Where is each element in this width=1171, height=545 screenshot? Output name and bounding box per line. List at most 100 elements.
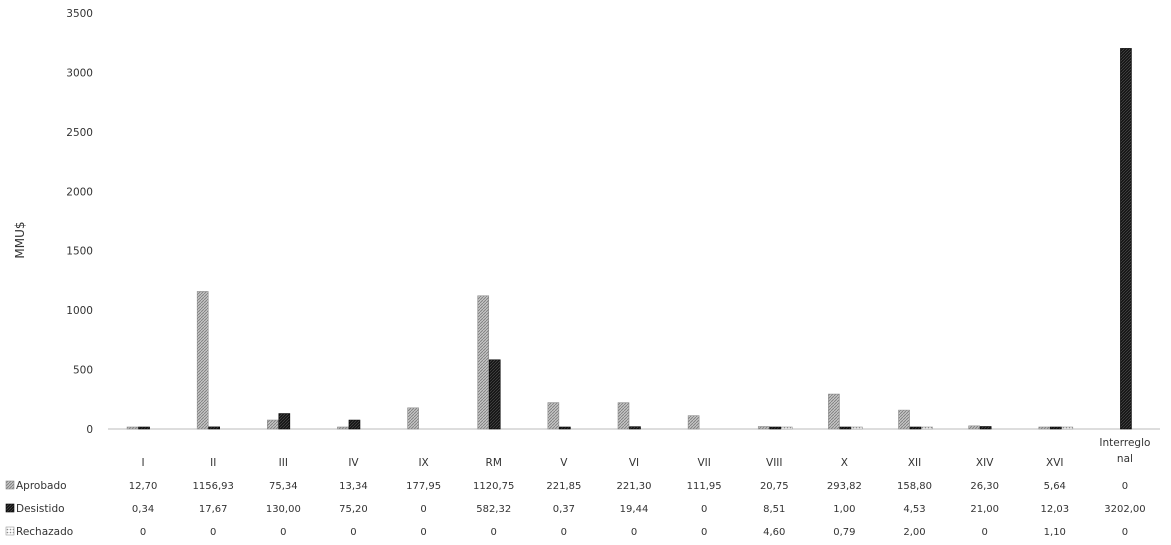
bar-desistido-rm [488,359,501,430]
bar-desistido-ii [208,426,220,430]
x-tick-label: Interreglo [1099,437,1150,449]
bar-aprobado-xii [898,409,910,430]
x-tick-label: XII [908,457,921,469]
y-tick-label: 500 [73,365,93,377]
bar-desistido-viii [769,426,782,430]
data-label: 0 [561,527,567,538]
data-label: 0 [210,527,216,538]
data-label: 0 [981,527,987,538]
data-label: 12,03 [1040,504,1069,515]
data-label: 0 [280,527,286,538]
data-label: 4,53 [903,504,925,515]
x-tick-label: X [841,457,848,469]
data-label: 293,82 [827,481,862,492]
data-label: 1156,93 [193,481,234,492]
y-tick-label: 0 [86,424,93,436]
bar-aprobado-vi [617,402,630,430]
data-label: 130,00 [266,504,301,515]
data-label: 158,80 [897,481,932,492]
bar-desistido-xii [909,426,922,430]
y-tick-label: 3000 [66,67,93,79]
x-tick-label: VII [697,457,710,469]
bar-aprobado-ix [407,407,419,430]
data-label: 0 [491,527,497,538]
data-label: 0 [1122,527,1128,538]
bar-aprobado-iv [337,426,349,430]
data-label: 21,00 [970,504,999,515]
bar-aprobado-xvi [1038,426,1051,430]
x-tick-label: RM [486,457,502,469]
data-label: 2,00 [903,527,925,538]
x-tick-label: VI [629,457,639,469]
data-label: 177,95 [406,481,441,492]
data-label: 221,85 [546,481,581,492]
x-tick-label: XIV [976,457,994,469]
bar-aprobado-iii [267,419,279,430]
data-table: Aprobado 12,70 1156,93 75,34 13,34 177,95 1120… [5,480,1146,538]
y-tick-label: 1500 [66,246,93,258]
bar-aprobado-vii [687,415,700,430]
data-label: 0 [701,504,707,515]
bar-aprobado-rm [477,295,490,430]
x-tick-label: II [210,457,216,469]
x-tick-label: nal [1117,453,1133,465]
data-label: 0,34 [132,504,154,515]
data-label: 0 [350,527,356,538]
data-label: 1,10 [1044,527,1066,538]
x-tick-label: V [560,457,568,469]
data-label: 221,30 [617,481,652,492]
data-label: 75,20 [339,504,368,515]
y-tick-label: 2500 [66,127,93,139]
bar-desistido-i [138,426,150,430]
x-tick-label: XVI [1046,457,1063,469]
legend-label-rechazado: Rechazado [16,526,73,538]
data-label: 582,32 [476,504,511,515]
x-tick-label: I [142,457,145,469]
bar-rechazado-viii [780,426,793,430]
bar-desistido-iii [278,413,291,430]
bar-rechazado-xvi [1061,426,1074,430]
legend-swatch-desistido [5,503,15,513]
data-label: 17,67 [199,504,228,515]
y-axis-ticks: 0 500 1000 1500 2000 2500 3000 3500 [66,8,93,436]
data-label: 111,95 [687,481,722,492]
data-label: 26,30 [970,481,999,492]
bar-aprobado-viii [757,426,770,430]
y-tick-label: 3500 [66,8,93,20]
bar-aprobado-i [126,426,139,430]
bars [126,48,1132,430]
data-label: 1,00 [833,504,855,515]
data-label: 0 [140,527,146,538]
bar-desistido-iv [348,419,361,430]
bar-aprobado-x [828,393,840,430]
x-axis-labels: I II III IV IX RM V VI VII VIII X XII XIV XVIInterreg… [142,437,1151,469]
legend-swatch-aprobado [5,480,15,490]
data-label: 0 [420,504,426,515]
x-tick-label: III [279,457,288,469]
bar-desistido-v [559,426,571,430]
bar-desistido-vi [629,426,641,430]
bar-desistido-xiv [979,426,992,430]
bar-aprobado-ii [196,291,209,430]
data-label: 3202,00 [1104,504,1145,515]
x-tick-label: VIII [766,457,782,469]
legend-label-aprobado: Aprobado [16,480,67,492]
y-axis-label: MMU$ [13,221,27,258]
bar-desistido-interregional [1120,48,1132,430]
data-label: 0 [420,527,426,538]
data-label: 0 [1122,481,1128,492]
x-tick-label: IV [348,457,359,469]
data-label: 12,70 [129,481,158,492]
data-label: 13,34 [339,481,368,492]
data-label: 75,34 [269,481,298,492]
data-label: 5,64 [1044,481,1066,492]
bar-desistido-x [839,426,852,430]
bar-aprobado-v [547,402,560,430]
data-label: 0 [701,527,707,538]
data-label: 0,37 [553,504,575,515]
bar-aprobado-xiv [968,425,980,430]
bar-rechazado-xii [921,426,933,430]
data-label: 8,51 [763,504,785,515]
bar-rechazado-x [851,426,863,430]
